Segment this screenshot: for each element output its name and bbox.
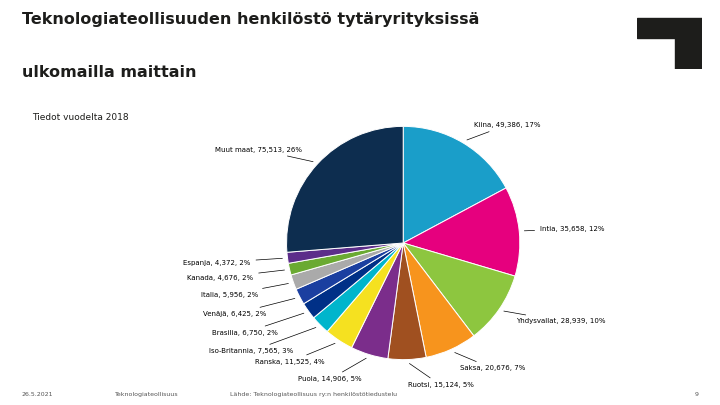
Wedge shape (403, 188, 520, 276)
Wedge shape (304, 243, 403, 318)
Text: Kiina, 49,386, 17%: Kiina, 49,386, 17% (467, 122, 541, 140)
Wedge shape (291, 243, 403, 289)
Text: Iso-Britannia, 7,565, 3%: Iso-Britannia, 7,565, 3% (210, 328, 316, 354)
Bar (637, 18, 702, 38)
Text: Lähde: Teknologiateollisuus ry:n henkilöstötiedustelu: Lähde: Teknologiateollisuus ry:n henkilö… (230, 392, 397, 397)
Text: ulkomailla maittain: ulkomailla maittain (22, 65, 196, 80)
Text: Tiedot vuodelta 2018: Tiedot vuodelta 2018 (32, 113, 129, 122)
Text: 9: 9 (694, 392, 698, 397)
Text: Ruotsi, 15,124, 5%: Ruotsi, 15,124, 5% (408, 363, 474, 388)
Bar (675, 38, 702, 69)
Text: Teknologiateollisuus: Teknologiateollisuus (115, 392, 179, 397)
Wedge shape (351, 243, 403, 358)
Text: Brasilia, 6,750, 2%: Brasilia, 6,750, 2% (212, 313, 304, 336)
Text: Espanja, 4,372, 2%: Espanja, 4,372, 2% (183, 258, 282, 266)
Text: Puola, 14,906, 5%: Puola, 14,906, 5% (298, 358, 366, 382)
Wedge shape (327, 243, 403, 347)
Text: Saksa, 20,676, 7%: Saksa, 20,676, 7% (455, 352, 526, 371)
Text: Ranska, 11,525, 4%: Ranska, 11,525, 4% (255, 343, 335, 365)
Wedge shape (314, 243, 403, 331)
Wedge shape (287, 243, 403, 263)
Wedge shape (403, 243, 474, 357)
Text: 26.5.2021: 26.5.2021 (22, 392, 53, 397)
Wedge shape (403, 243, 515, 336)
Text: Intia, 35,658, 12%: Intia, 35,658, 12% (524, 226, 605, 232)
Text: Muut maat, 75,513, 26%: Muut maat, 75,513, 26% (215, 147, 313, 162)
Text: Italia, 5,956, 2%: Italia, 5,956, 2% (201, 284, 289, 298)
Wedge shape (288, 243, 403, 275)
Text: Teknologiateollisuuden henkilöstö tytäryrityksissä: Teknologiateollisuuden henkilöstö tytäry… (22, 12, 479, 27)
Wedge shape (388, 243, 426, 360)
Text: Venäjä, 6,425, 2%: Venäjä, 6,425, 2% (203, 298, 295, 317)
Wedge shape (287, 126, 403, 252)
Wedge shape (403, 126, 506, 243)
Wedge shape (296, 243, 403, 304)
Text: Yhdysvallat, 28,939, 10%: Yhdysvallat, 28,939, 10% (504, 311, 606, 324)
Text: Kanada, 4,676, 2%: Kanada, 4,676, 2% (187, 270, 284, 281)
